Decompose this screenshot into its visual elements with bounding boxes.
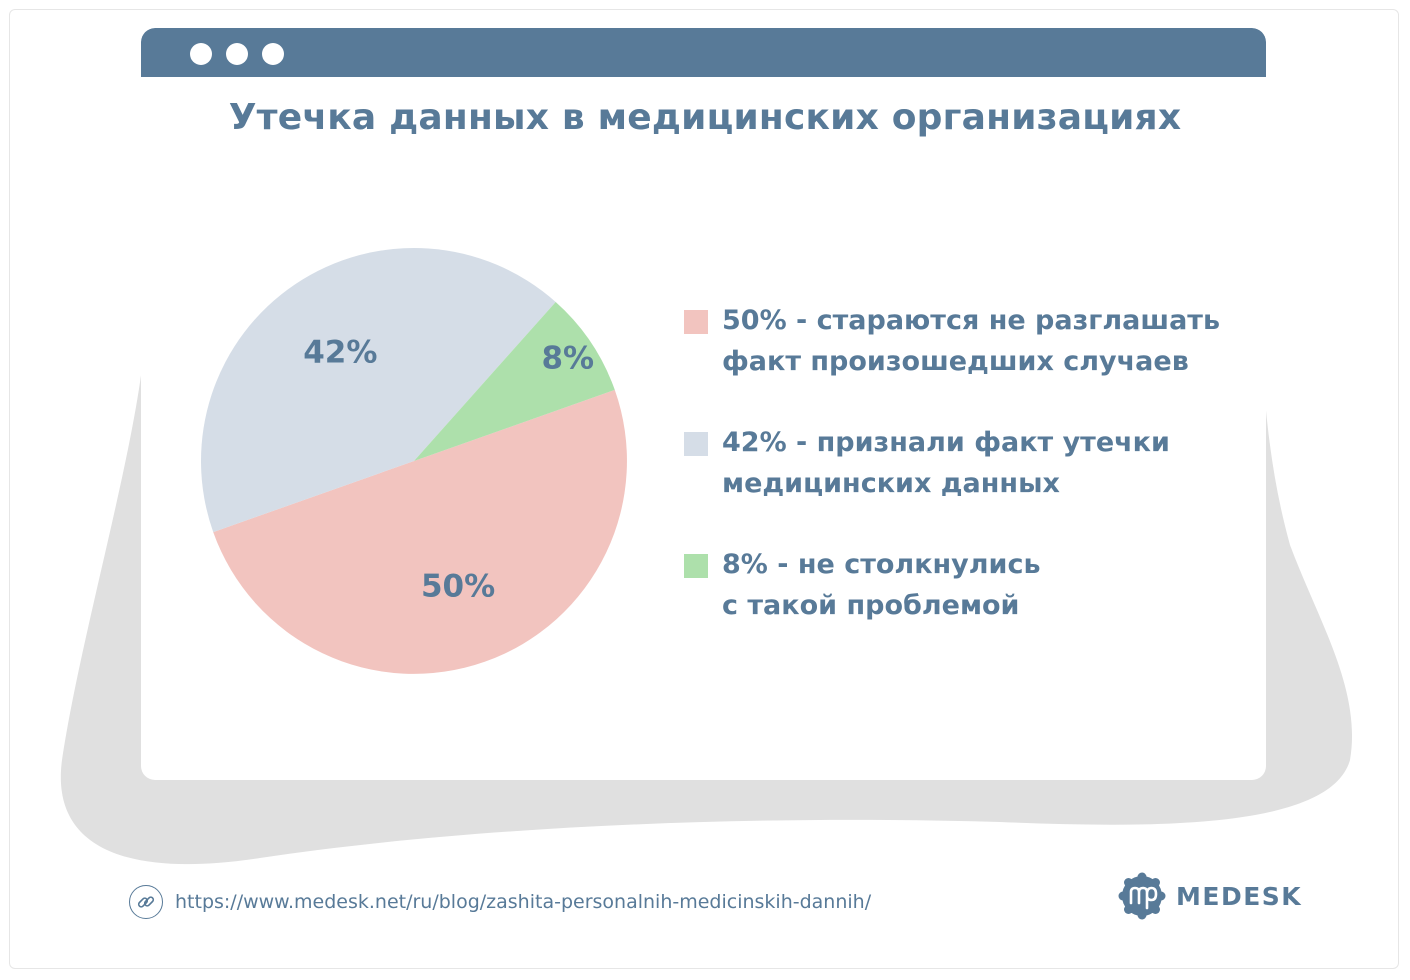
brand-name: MEDESK xyxy=(1176,881,1303,911)
legend-swatch xyxy=(684,310,708,334)
medesk-logo-icon xyxy=(1118,872,1166,920)
legend-text: 8% - не столкнулись с такой проблемой xyxy=(722,544,1041,626)
legend-swatch xyxy=(684,554,708,578)
chart-title: Утечка данных в медицинских организациях xyxy=(228,97,1182,138)
legend-line: 50% - стараются не разглашать xyxy=(722,305,1221,336)
link-icon xyxy=(129,885,163,919)
browser-title-bar xyxy=(141,28,1266,77)
legend-line: медицинских данных xyxy=(722,468,1060,499)
pie-label-refuse-disclose: 50% xyxy=(421,568,495,604)
legend-swatch xyxy=(684,432,708,456)
pie-label-no-problem: 8% xyxy=(541,341,594,377)
window-control-dot xyxy=(190,43,212,65)
legend-text: 50% - стараются не разглашать факт произ… xyxy=(722,300,1220,382)
legend-line: 8% - не столкнулись xyxy=(722,549,1041,580)
legend-line: факт произошедших случаев xyxy=(722,346,1189,377)
source-link[interactable]: https://www.medesk.net/ru/blog/zashita-p… xyxy=(129,884,871,920)
window-control-dot xyxy=(226,43,248,65)
pie-slice-refuse-disclose xyxy=(213,389,627,674)
window-control-dot xyxy=(262,43,284,65)
legend-line: с такой проблемой xyxy=(722,590,1020,621)
pie-slice-no-problem xyxy=(414,301,615,461)
pie-slice-admitted-leak xyxy=(200,247,556,533)
source-url[interactable]: https://www.medesk.net/ru/blog/zashita-p… xyxy=(175,891,872,913)
pie-label-admitted-leak: 42% xyxy=(303,334,377,370)
brand: MEDESK xyxy=(1118,872,1302,920)
legend-text: 42% - признали факт утечки медицинских д… xyxy=(722,422,1170,504)
legend-line: 42% - признали факт утечки xyxy=(722,427,1170,458)
